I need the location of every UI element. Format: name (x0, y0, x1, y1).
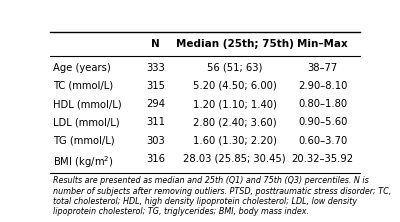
Text: 2.80 (2.40; 3.60): 2.80 (2.40; 3.60) (193, 117, 276, 127)
Text: Median (25th; 75th): Median (25th; 75th) (176, 39, 293, 49)
Text: Results are presented as median and 25th (Q1) and 75th (Q3) percentiles. N is nu: Results are presented as median and 25th… (53, 176, 391, 216)
Text: 294: 294 (146, 99, 165, 109)
Text: 311: 311 (146, 117, 165, 127)
Text: TG (mmol/L): TG (mmol/L) (53, 136, 115, 146)
Text: 303: 303 (146, 136, 165, 146)
Text: 0.60–3.70: 0.60–3.70 (298, 136, 348, 146)
Text: BMI (kg/m$^2$): BMI (kg/m$^2$) (53, 154, 114, 170)
Text: 316: 316 (146, 154, 165, 164)
Text: Min–Max: Min–Max (298, 39, 348, 49)
Text: 2.90–8.10: 2.90–8.10 (298, 81, 348, 91)
Text: 0.80–1.80: 0.80–1.80 (298, 99, 347, 109)
Text: 0.90–5.60: 0.90–5.60 (298, 117, 348, 127)
Text: 38–77: 38–77 (308, 63, 338, 73)
Text: N: N (151, 39, 160, 49)
Text: 5.20 (4.50; 6.00): 5.20 (4.50; 6.00) (192, 81, 276, 91)
Text: Age (years): Age (years) (53, 63, 111, 73)
Text: 315: 315 (146, 81, 165, 91)
Text: 1.60 (1.30; 2.20): 1.60 (1.30; 2.20) (192, 136, 276, 146)
Text: 28.03 (25.85; 30.45): 28.03 (25.85; 30.45) (183, 154, 286, 164)
Text: TC (mmol/L): TC (mmol/L) (53, 81, 113, 91)
Text: 1.20 (1.10; 1.40): 1.20 (1.10; 1.40) (192, 99, 276, 109)
Text: LDL (mmol/L): LDL (mmol/L) (53, 117, 120, 127)
Text: 56 (51; 63): 56 (51; 63) (207, 63, 262, 73)
Text: HDL (mmol/L): HDL (mmol/L) (53, 99, 122, 109)
Text: 20.32–35.92: 20.32–35.92 (292, 154, 354, 164)
Text: 333: 333 (146, 63, 165, 73)
